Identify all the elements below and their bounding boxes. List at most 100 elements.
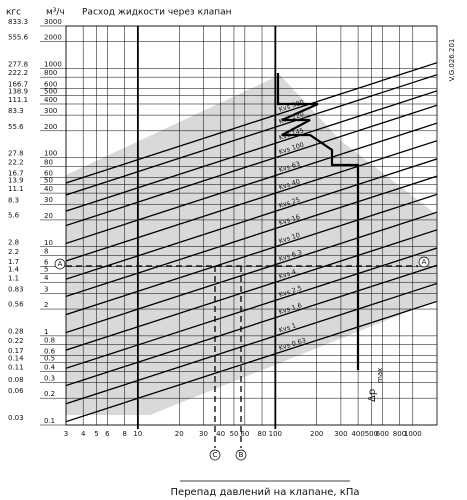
y2-axis-label: кгс — [6, 8, 21, 18]
kvs-line — [66, 175, 437, 298]
y2-tick-label: 27.8 — [8, 150, 24, 158]
kvs-line — [66, 247, 437, 369]
y2-tick-label: 13.9 — [8, 176, 24, 184]
marker-circle — [54, 258, 66, 270]
y2-tick-label: 222.2 — [8, 69, 28, 77]
y-tick-label: 6 — [44, 259, 49, 267]
y2-tick-label: 166.7 — [8, 80, 28, 88]
y2-tick-label: 0.22 — [8, 337, 24, 345]
marker-circle — [235, 449, 247, 461]
kvs-lines — [66, 62, 437, 423]
x-tick-label: 3 — [64, 430, 68, 438]
y2-tick-label: 83.3 — [8, 107, 24, 115]
kvs-line — [66, 300, 437, 423]
kvs-line — [66, 122, 437, 245]
y-tick-label: 0.8 — [44, 337, 55, 345]
y2-tick-label: 22.2 — [8, 158, 24, 166]
y-tick-label: 2000 — [44, 34, 62, 42]
kvs-line — [66, 229, 437, 351]
y-tick-label: 2 — [44, 301, 48, 309]
y2-tick-label: 11.1 — [8, 185, 24, 193]
y-tick-label: 50 — [44, 176, 53, 184]
marker: A — [422, 258, 427, 266]
y-tick-label: 600 — [44, 80, 57, 88]
y2-tick-label: 0.83 — [8, 286, 24, 294]
y-tick-label: 0.2 — [44, 390, 55, 398]
y-tick-label: 800 — [44, 69, 57, 77]
x-tick-label: 8 — [122, 430, 126, 438]
marker: C — [213, 451, 218, 459]
x-tick-label: 100 — [269, 430, 282, 438]
y2-tick-label: 16.7 — [8, 169, 24, 177]
y2-tick-label: 2.2 — [8, 248, 19, 256]
kvs-line — [66, 140, 437, 262]
y-tick-label: 20 — [44, 212, 53, 220]
y-tick-label: 30 — [44, 196, 53, 204]
x-tick-label: 80 — [258, 430, 267, 438]
marker: B — [239, 451, 244, 459]
y2-tick-label: 0.28 — [8, 328, 24, 336]
y-tick-label: 0.1 — [44, 417, 55, 425]
x-tick-label: 40 — [216, 430, 225, 438]
kvs-line — [66, 74, 437, 196]
y2-tick-label: 1.4 — [8, 265, 20, 273]
y-tick-label: 0.5 — [44, 355, 55, 363]
y2-tick-label: 0.56 — [8, 301, 24, 309]
y2-tick-label: 0.03 — [8, 414, 24, 422]
chart-title: Расход жидкости через клапан — [82, 8, 232, 18]
kvs-line — [66, 211, 437, 334]
y-tick-label: 3000 — [44, 18, 62, 26]
y2-tick-label: 8.3 — [8, 196, 19, 204]
plot — [40, 25, 438, 429]
y-tick-label: 500 — [44, 87, 57, 95]
code-label: V.G.026.201 — [448, 39, 456, 82]
shaded-band — [66, 75, 437, 415]
y-tick-label: 0.6 — [44, 348, 56, 356]
y-tick-label: 60 — [44, 169, 53, 177]
dp-max-label: Δp — [367, 389, 378, 402]
y2-tick-label: 0.08 — [8, 376, 24, 384]
y2-tick-label: 277.8 — [8, 61, 28, 69]
x-tick-label: 50 — [229, 430, 238, 438]
x-tick-label: 10 — [133, 430, 142, 438]
y2-tick-label: 0.11 — [8, 364, 24, 372]
y-tick-label: 5 — [44, 266, 48, 274]
x-tick-label: 200 — [310, 430, 323, 438]
x-tick-label: 30 — [199, 430, 208, 438]
dp-max-sub: max — [376, 368, 384, 383]
y2-tick-label: 5.6 — [8, 212, 20, 220]
kvs-line — [66, 158, 437, 280]
y2-tick-label: 0.14 — [8, 354, 24, 362]
y-tick-label: 4 — [44, 274, 49, 282]
marker: A — [58, 260, 63, 268]
y-tick-label: 100 — [44, 150, 57, 158]
kvs-line — [66, 62, 437, 184]
x-axis-label: Перепад давлений на клапане, кПа — [171, 487, 360, 498]
y2-tick-label: 55.6 — [8, 123, 24, 131]
y-tick-label: 80 — [44, 158, 53, 166]
y2-tick-label: 138.9 — [8, 87, 28, 95]
y-tick-label: 400 — [44, 96, 57, 104]
y-tick-label: 1 — [44, 328, 48, 336]
x-tick-label: 600 — [376, 430, 389, 438]
x-tick-label: 1000 — [404, 430, 422, 438]
y-tick-label: 200 — [44, 123, 57, 131]
x-tick-label: 400 — [351, 430, 364, 438]
kvs-line — [66, 264, 437, 387]
y-tick-label: 8 — [44, 247, 48, 255]
kvs-line — [66, 90, 437, 212]
x-tick-label: 20 — [175, 430, 184, 438]
dp-max-line — [276, 73, 360, 370]
x-tick-label: 5 — [94, 430, 98, 438]
y2-tick-label: 111.1 — [8, 96, 28, 104]
y-tick-label: 40 — [44, 185, 53, 193]
x-tick-label: 4 — [81, 430, 86, 438]
y-axis-label: м³/ч — [46, 8, 65, 18]
kvs-line — [66, 282, 437, 405]
y-tick-label: 3 — [44, 285, 48, 293]
x-tick-label: 800 — [393, 430, 406, 438]
y-tick-label: 10 — [44, 239, 53, 247]
y-tick-label: 300 — [44, 107, 57, 115]
y2-tick-label: 1.1 — [8, 275, 19, 283]
